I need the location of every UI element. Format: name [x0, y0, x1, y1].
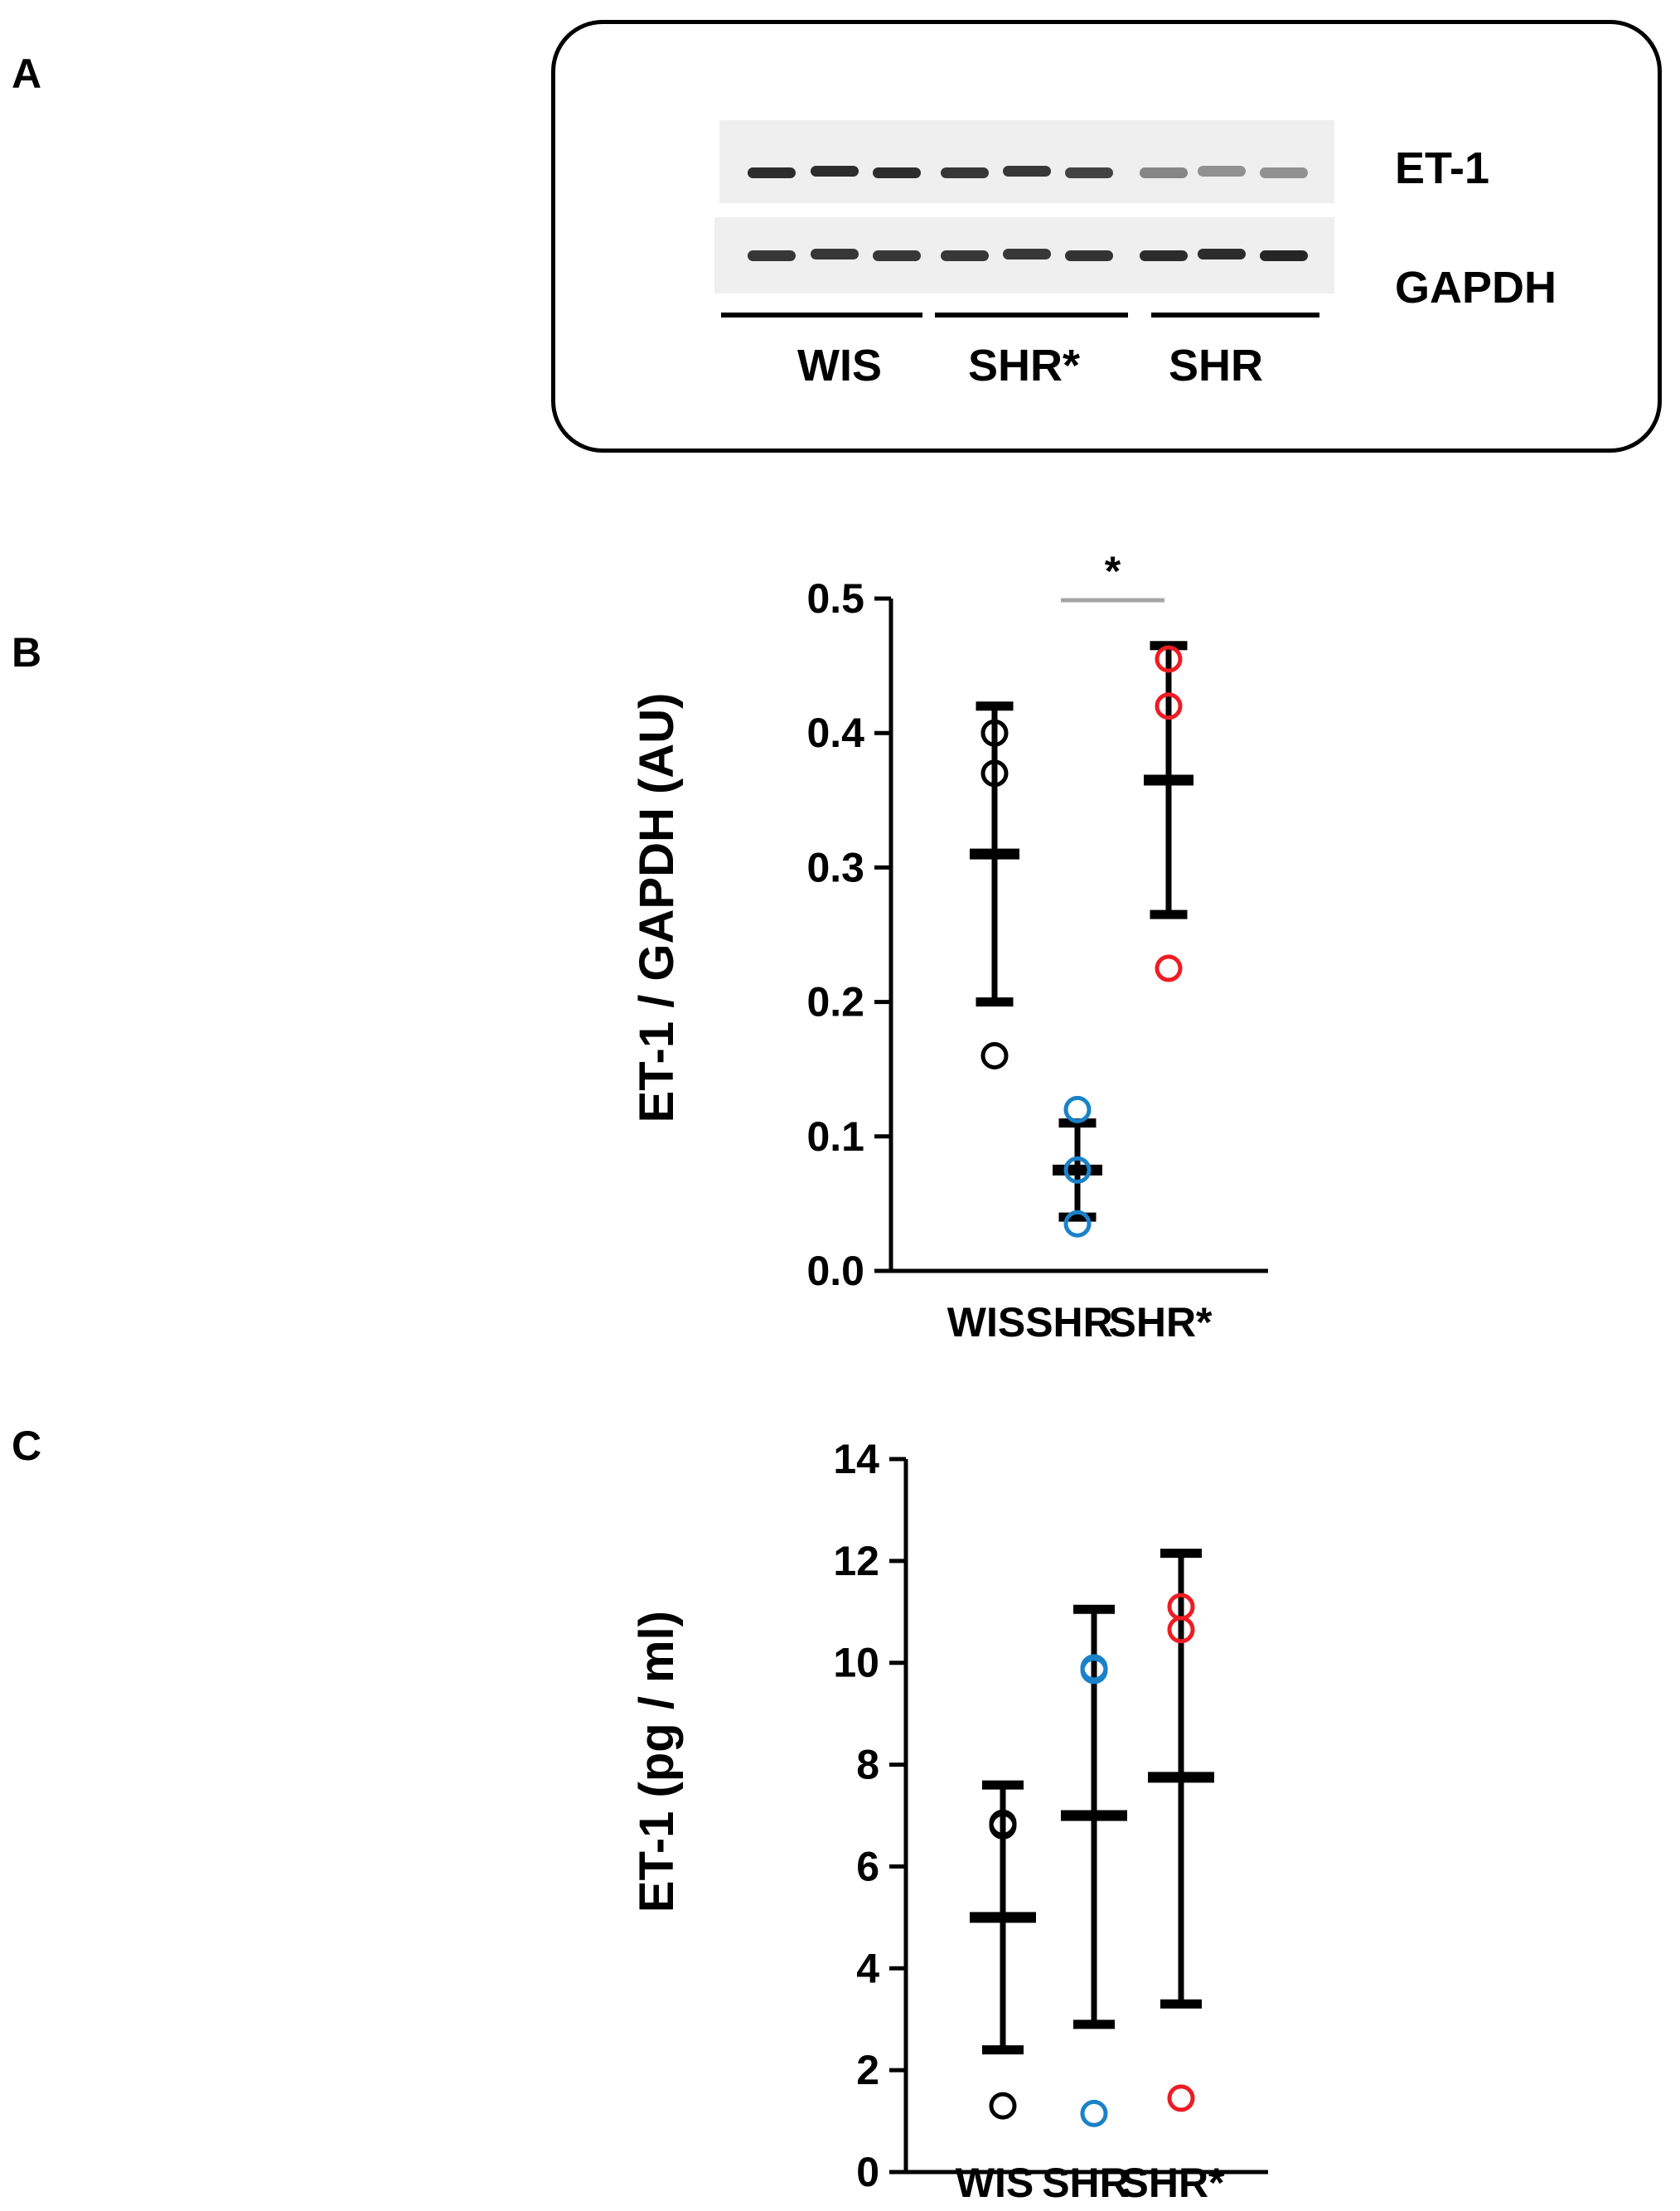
panel-label-b: B	[12, 629, 42, 676]
data-point	[1080, 2099, 1108, 2127]
data-point	[1080, 1654, 1108, 1682]
y-axis-label-c: ET-1 (pg / ml)	[630, 1611, 684, 1913]
y-tick-label: 4	[856, 1945, 879, 1991]
y-tick-label: 0.4	[806, 710, 864, 756]
group-line-shr-star	[935, 313, 1128, 318]
data-point	[1167, 1593, 1195, 1621]
data-point	[980, 759, 1009, 788]
blot-band	[1065, 167, 1113, 178]
y-axis-label-b: ET-1 / GAPDH (AU)	[630, 693, 684, 1123]
x-category-label: SHR*	[1108, 1299, 1213, 1346]
y-tick-label: 2	[856, 2047, 879, 2093]
data-point	[980, 1041, 1009, 1069]
blot-band	[1198, 166, 1246, 177]
blot-label-gapdh: GAPDH	[1395, 263, 1557, 313]
x-category-label: SHR*	[1121, 2160, 1225, 2206]
blot-band	[1065, 250, 1113, 261]
y-tick-label: 0.3	[806, 844, 864, 890]
x-category-label: SHR	[1025, 1299, 1113, 1346]
data-point	[1155, 692, 1183, 720]
x-category-label: WIS	[947, 1299, 1025, 1346]
blot-band	[941, 167, 989, 178]
blot-band	[1198, 249, 1246, 259]
blot-strip-et1	[719, 120, 1334, 203]
y-tick-label: 0.2	[806, 979, 864, 1025]
y-tick-label: 12	[833, 1538, 879, 1584]
x-category-label: SHR	[1042, 2160, 1130, 2206]
blot-label-et1: ET-1	[1395, 143, 1490, 193]
blot-band	[1260, 167, 1308, 178]
y-tick-label: 0.0	[806, 1248, 864, 1294]
data-point	[1063, 1095, 1092, 1123]
y-tick-label: 8	[856, 1742, 879, 1788]
blot-band	[1140, 167, 1188, 178]
group-label-shr-star: SHR*	[968, 341, 1081, 390]
panel-label-c: C	[12, 1423, 42, 1469]
blot-band	[873, 167, 921, 178]
group-label-shr: SHR	[1169, 341, 1264, 390]
significance-star: *	[1105, 548, 1121, 594]
data-point	[989, 2092, 1017, 2120]
group-line-wis	[721, 313, 922, 318]
x-category-label: WIS	[956, 2160, 1034, 2206]
blot-band	[811, 166, 859, 177]
y-tick-label: 14	[833, 1436, 879, 1482]
data-point	[1063, 1210, 1092, 1238]
data-point	[1155, 954, 1183, 982]
blot-band	[811, 249, 859, 259]
western-blot-panel	[551, 20, 1662, 453]
blot-band	[1003, 249, 1051, 259]
data-point	[1063, 1156, 1092, 1184]
blot-band	[748, 167, 796, 178]
data-point	[1155, 645, 1183, 673]
data-point	[989, 1809, 1017, 1837]
panel-label-a: A	[12, 51, 42, 97]
y-tick-label: 10	[833, 1640, 879, 1686]
group-label-wis: WIS	[797, 341, 882, 390]
blot-band	[1003, 166, 1051, 177]
blot-band	[1140, 250, 1188, 261]
blot-band	[873, 250, 921, 261]
y-tick-label: 6	[856, 1843, 879, 1889]
blot-band	[1260, 250, 1308, 261]
y-tick-label: 0.1	[806, 1113, 864, 1160]
group-line-shr	[1151, 313, 1319, 318]
y-tick-label: 0	[856, 2149, 879, 2195]
blot-band	[941, 250, 989, 261]
data-point	[980, 719, 1009, 747]
blot-band	[748, 250, 796, 261]
y-tick-label: 0.5	[806, 575, 864, 622]
data-point	[1167, 2084, 1195, 2112]
